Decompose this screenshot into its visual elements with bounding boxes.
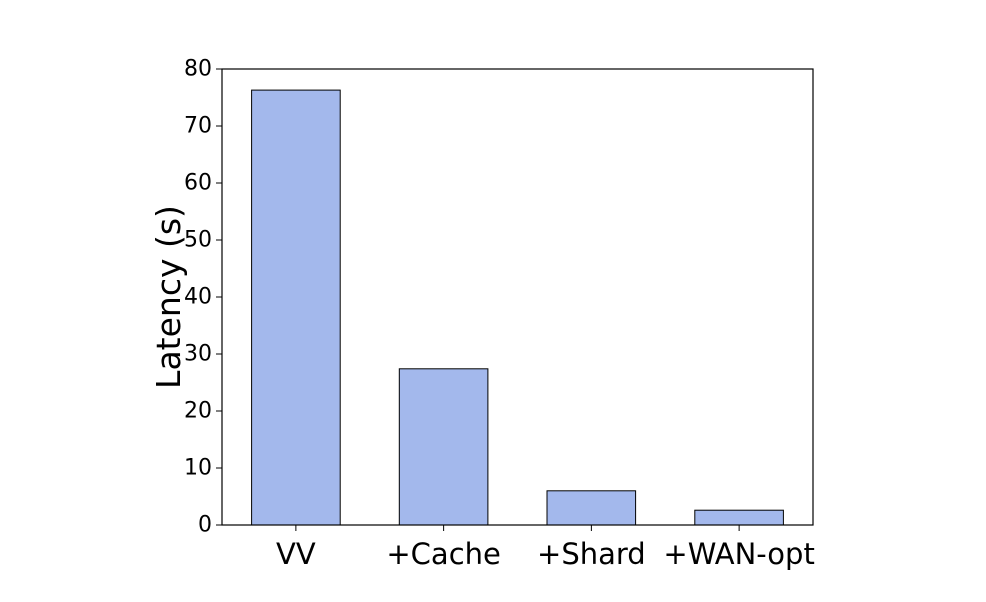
y-tick-label-6: 60 — [184, 171, 212, 196]
x-tick-label-2: +Shard — [537, 537, 646, 571]
y-tick-label-3: 30 — [184, 342, 212, 367]
x-tick-label-1: +Cache — [386, 537, 501, 571]
y-tick-label-7: 70 — [184, 114, 212, 139]
y-tick-label-1: 10 — [184, 456, 212, 481]
y-tick-label-5: 50 — [184, 228, 212, 253]
y-tick-label-0: 0 — [198, 513, 212, 538]
bars-group — [251, 89, 784, 526]
x-tick-label-3: +WAN-opt — [663, 537, 814, 571]
y-tick-label-2: 20 — [184, 399, 212, 424]
y-tick-label-8: 80 — [184, 57, 212, 82]
x-axis: VV +Cache +Shard +WAN-opt — [276, 525, 815, 571]
bar-2 — [546, 490, 637, 526]
bar-1 — [398, 368, 489, 526]
y-axis: 0 10 20 30 40 50 60 70 80 — [184, 57, 222, 538]
bar-3 — [694, 509, 784, 526]
y-tick-label-4: 40 — [184, 285, 212, 310]
bar-0 — [251, 89, 341, 526]
x-tick-label-0: VV — [276, 537, 316, 571]
y-axis-title: Latency (s) — [149, 205, 188, 389]
